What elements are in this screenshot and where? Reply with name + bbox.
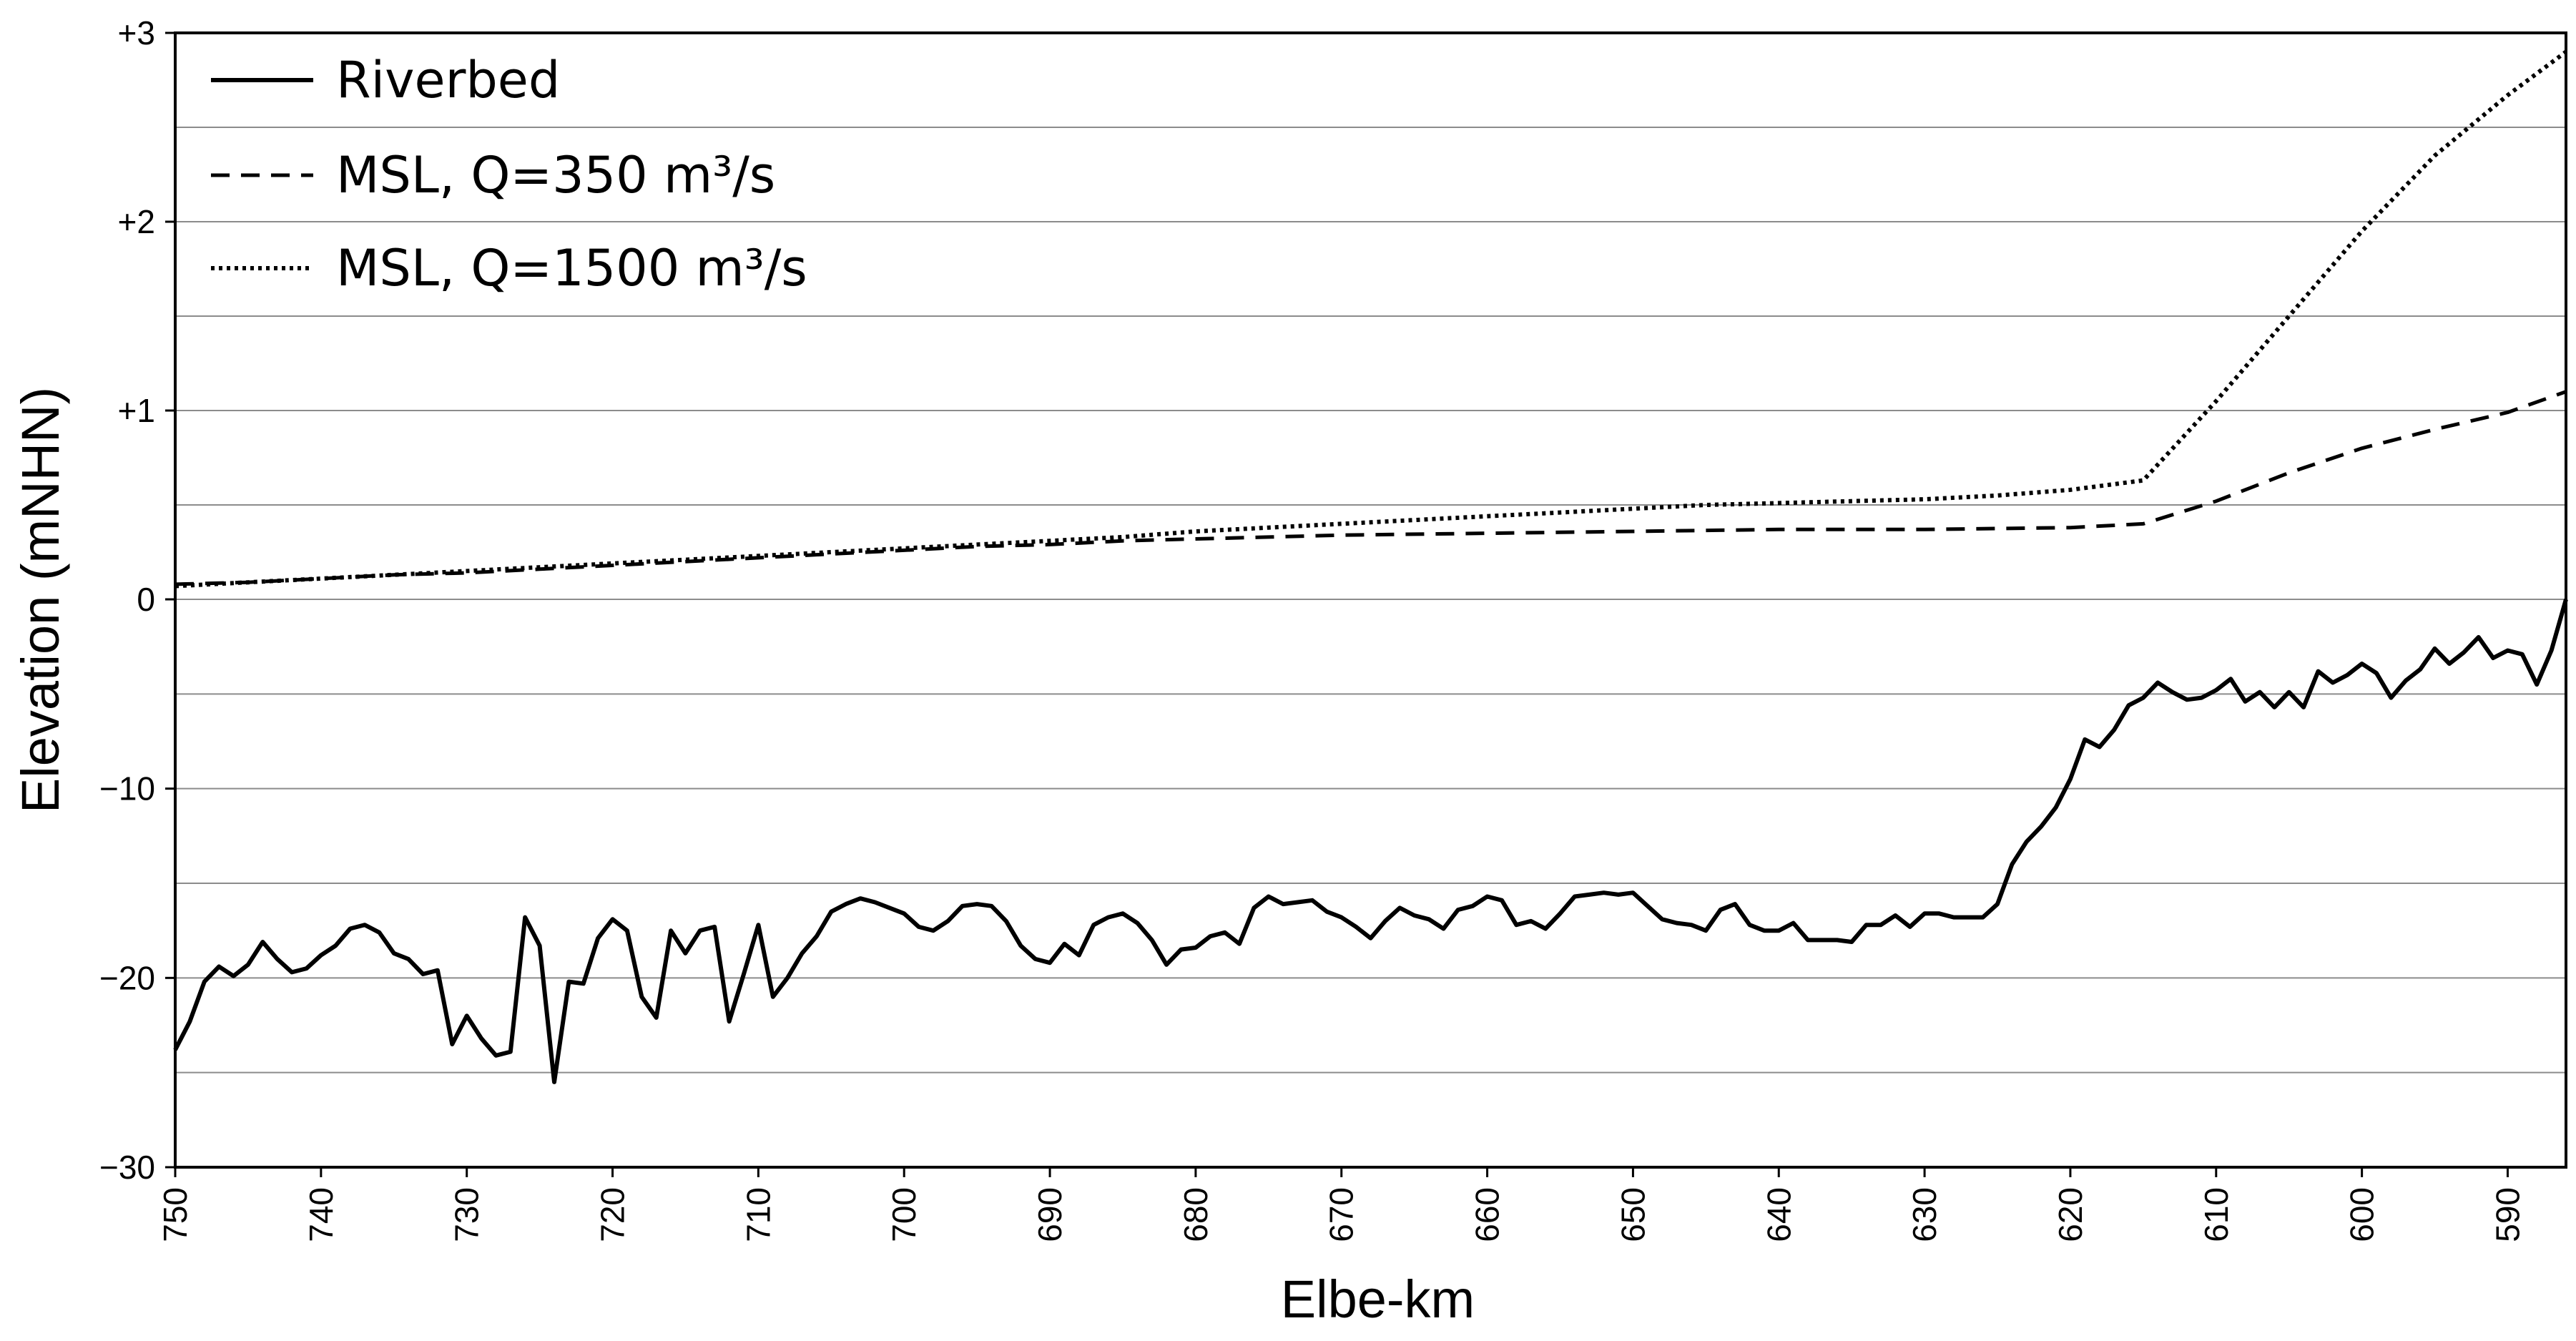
x-tick-label: 680	[1177, 1187, 1214, 1242]
series-line-dashed	[174, 390, 2567, 586]
legend: Riverbed MSL, Q=350 m³/s MSL, Q=1500 m³/s	[211, 51, 807, 298]
y-tick-label: −20	[99, 959, 155, 996]
x-tick-label: 730	[448, 1187, 486, 1242]
x-tick-label: 670	[1323, 1187, 1360, 1242]
x-tick-label: 660	[1469, 1187, 1506, 1242]
y-tick-label: −30	[99, 1149, 155, 1186]
y-tick-label: +2	[118, 203, 155, 240]
x-tick-label: 590	[2489, 1187, 2526, 1242]
x-axis-ticks: 750 740 730 720 710 700 690 680 670 660 650 640 630 6…	[157, 1167, 2526, 1242]
y-tick-label: −10	[99, 770, 155, 807]
y-axis-label: Elevation (mNHN)	[11, 387, 70, 813]
x-tick-label: 740	[303, 1187, 340, 1242]
x-tick-label: 620	[2052, 1187, 2089, 1242]
x-tick-label: 600	[2344, 1187, 2381, 1242]
series-line-solid	[173, 599, 2568, 1084]
x-tick-label: 700	[885, 1187, 923, 1242]
y-axis-ticks: +3 +2 +1 0 −10 −20 −30	[99, 14, 175, 1186]
legend-label: MSL, Q=350 m³/s	[336, 146, 775, 205]
gridlines	[175, 127, 2566, 1074]
series-line-dotted	[174, 49, 2567, 589]
y-tick-label: 0	[137, 581, 155, 618]
legend-label: MSL, Q=1500 m³/s	[336, 239, 807, 298]
x-tick-label: 630	[1906, 1187, 1943, 1242]
series-layer	[173, 49, 2568, 1084]
x-tick-label: 720	[594, 1187, 631, 1242]
x-tick-label: 710	[739, 1187, 777, 1242]
x-axis-label: Elbe-km	[1281, 1269, 1475, 1329]
x-tick-label: 610	[2198, 1187, 2235, 1242]
x-tick-label: 750	[157, 1187, 194, 1242]
x-tick-label: 650	[1614, 1187, 1651, 1242]
legend-label: Riverbed	[336, 51, 560, 109]
y-tick-label: +3	[118, 14, 155, 51]
y-tick-label: +1	[118, 392, 155, 429]
x-tick-label: 690	[1031, 1187, 1068, 1242]
x-tick-label: 640	[1760, 1187, 1797, 1242]
